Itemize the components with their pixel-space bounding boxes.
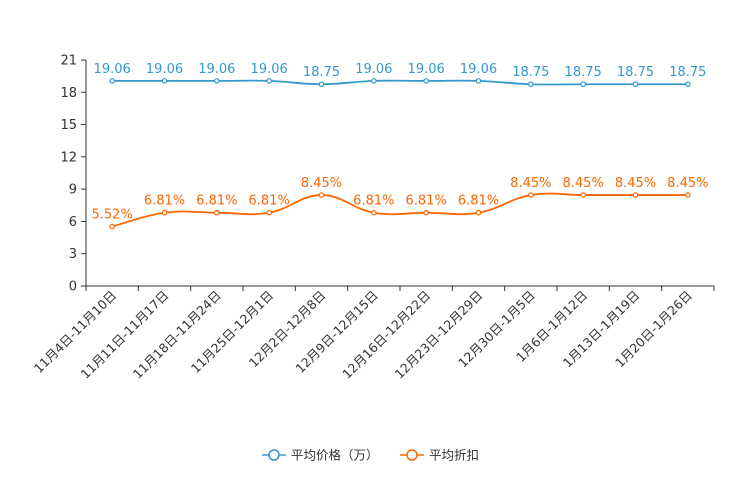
data-label: 6.81% [458,194,499,209]
series-average-discount: 5.52% 6.81% 6.81% 6.81% 8.45% 6.81% 6.81% 6.81%… [92,176,708,230]
data-label: 6.81% [353,194,394,209]
data-label: 5.52% [92,208,133,223]
data-point [685,81,691,88]
data-point [423,78,429,84]
data-label: 19.06 [408,62,445,77]
y-tick-label: 21 [60,54,77,69]
data-point [266,209,272,216]
series-average-price: 19.06 19.06 19.06 19.06 18.75 19.06 19.06 19.06… [94,62,706,88]
data-label: 19.06 [146,62,183,77]
data-label: 18.75 [669,65,706,80]
data-point [161,78,168,84]
data-point [528,81,534,88]
data-point [580,192,586,198]
chart-axes: 03691215182111月4日-11月10日11月11日-11月17日11月… [31,54,715,382]
data-point [214,78,220,84]
data-label: 19.06 [94,62,131,77]
data-label: 8.45% [667,176,708,191]
data-point [580,81,586,88]
data-label: 6.81% [249,194,290,209]
data-label: 18.75 [565,65,602,80]
data-point [371,78,377,84]
legend-marker [268,449,280,461]
data-point [161,209,168,216]
data-label: 8.45% [510,176,551,191]
y-tick-label: 12 [60,150,77,165]
data-point [318,192,325,198]
x-tick-label: 11月11日-11月17日 [77,288,171,382]
data-point [475,209,482,216]
data-point [109,78,115,84]
chart-legend: 平均价格（万） 平均折扣 [262,448,479,463]
data-label: 8.45% [301,176,342,191]
data-label: 8.45% [563,176,604,191]
x-tick-label: 11月18日-11月24日 [130,288,224,382]
data-point [632,81,639,88]
data-point [109,223,115,230]
data-label: 19.06 [355,62,392,77]
series-line [112,79,688,86]
data-label: 19.06 [198,62,235,77]
legend-item-average-discount: 平均折扣 [400,448,479,463]
y-tick-label: 18 [60,86,77,101]
legend-label: 平均折扣 [429,448,479,463]
data-label: 18.75 [512,65,549,80]
data-label: 6.81% [196,194,237,209]
x-tick-label: 12月23日-12月29日 [391,288,485,382]
data-point [214,209,220,216]
data-point [318,81,325,88]
y-tick-label: 9 [69,183,77,198]
data-label: 18.75 [303,65,340,80]
data-point [528,192,534,198]
data-point [632,192,639,198]
data-label: 8.45% [615,176,656,191]
y-tick-label: 15 [60,118,77,133]
data-label: 6.81% [406,194,447,209]
data-point [685,192,691,198]
series-line [111,192,688,228]
legend-item-average-price: 平均价格（万） [262,448,379,463]
legend-label: 平均价格（万） [291,448,379,463]
data-point [423,209,429,216]
data-label: 19.06 [460,62,497,77]
data-point [371,209,377,216]
y-tick-label: 6 [69,215,77,230]
chart-series: 19.06 19.06 19.06 19.06 18.75 19.06 19.06 19.06… [92,62,708,230]
y-tick-label: 0 [69,280,77,295]
data-label: 19.06 [251,62,288,77]
legend-marker [406,449,418,461]
x-tick-label: 12月16日-12月22日 [339,288,433,382]
data-label: 18.75 [617,65,654,80]
data-point [475,78,482,84]
data-point [266,78,272,84]
y-tick-label: 3 [69,247,77,262]
data-label: 6.81% [144,194,185,209]
